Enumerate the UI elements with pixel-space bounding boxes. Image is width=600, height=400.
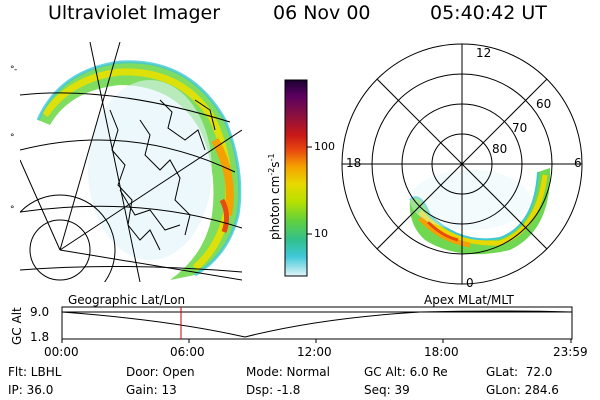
- svg-text:°: °: [10, 133, 15, 143]
- time-tick-1200: 12:00: [297, 345, 332, 359]
- right-panel-label: Apex MLat/MLT: [424, 293, 514, 307]
- colorbar-tick-10: 10: [314, 227, 328, 240]
- left-panel-label: Geographic Lat/Lon: [68, 293, 186, 307]
- lat-label-80: 80: [492, 142, 508, 156]
- time-label: 05:40:42 UT: [430, 2, 547, 24]
- info-dsp: Dsp: -1.8: [246, 383, 301, 397]
- time-tick-0600: 06:00: [170, 345, 205, 359]
- info-gain: Gain: 13: [126, 383, 177, 397]
- app-title: Ultraviolet Imager: [48, 2, 221, 24]
- mlt-label-0: 0: [466, 276, 474, 290]
- altitude-curve: [61, 310, 573, 338]
- svg-text:°: °: [10, 205, 15, 215]
- mlt-label-6: 6: [574, 156, 582, 170]
- svg-text:-: -: [14, 65, 17, 75]
- time-tick-1800: 18:00: [424, 345, 459, 359]
- altitude-axis-label: GC Alt: [10, 307, 24, 345]
- info-glon: GLon: 284.6: [486, 383, 559, 397]
- altitude-y-tick-max: 9.0: [30, 305, 50, 319]
- date-label: 06 Nov 00: [273, 2, 371, 24]
- info-ip: IP: 36.0: [8, 383, 54, 397]
- lat-label-70: 70: [512, 121, 528, 135]
- info-flt: Flt: LBHL: [8, 365, 62, 379]
- info-glat: GLat: 72.0: [486, 365, 553, 379]
- mlt-label-12: 12: [476, 46, 492, 60]
- info-gc-alt: GC Alt: 6.0 Re: [364, 365, 448, 379]
- mlt-label-18: 18: [346, 156, 362, 170]
- info-mode: Mode: Normal: [246, 365, 330, 379]
- lat-label-60: 60: [536, 97, 552, 111]
- time-tick-0000: 00:00: [44, 345, 79, 359]
- info-door: Door: Open: [126, 365, 195, 379]
- colorbar-tick-100: 100: [314, 140, 335, 153]
- svg-text:°: °: [10, 65, 15, 75]
- time-tick-2359: 23:59: [553, 345, 588, 359]
- info-seq: Seq: 39: [364, 383, 410, 397]
- altitude-y-tick-min: 1.8: [30, 330, 50, 344]
